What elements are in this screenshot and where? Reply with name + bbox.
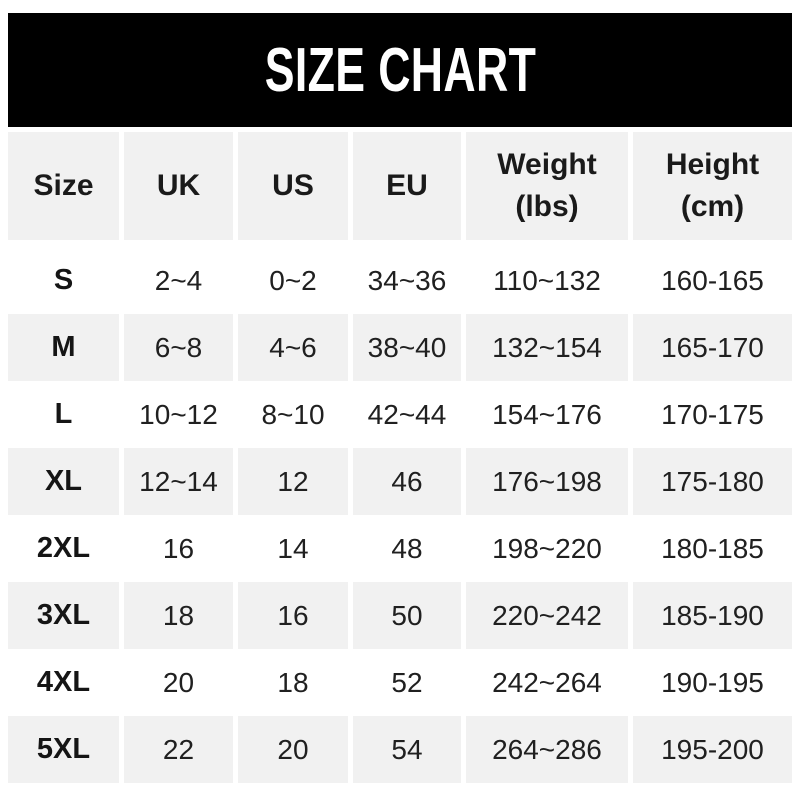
table-row-xl: XL 12~14 12 46 176~198 175-180 (8, 448, 792, 515)
column-header-label: Height (665, 148, 760, 181)
cell-size: 5XL (8, 716, 119, 783)
cell-weight: 198~220 (492, 532, 602, 564)
cell-eu: 50 (353, 582, 461, 649)
cell-uk: 16 (162, 532, 195, 564)
page-title: SIZE CHART (264, 35, 536, 105)
column-header-uk: UK (124, 132, 233, 240)
column-header-sublabel: (cm) (680, 190, 745, 223)
table-row-m: M 6~8 4~6 38~40 132~154 165-170 (8, 314, 792, 381)
cell-height: 175-180 (633, 448, 792, 515)
cell-weight: 154~176 (492, 398, 602, 430)
cell-uk: 22 (124, 716, 233, 783)
cell-us: 4~6 (238, 314, 348, 381)
cell-uk: 20 (162, 666, 195, 698)
cell-size: L (54, 398, 73, 430)
table-header-row: Size UK US EU Weight (lbs) Height (cm) (8, 132, 792, 240)
column-header-weight: Weight (lbs) (466, 132, 628, 240)
cell-uk: 18 (124, 582, 233, 649)
cell-eu: 42~44 (367, 398, 447, 430)
cell-size: 3XL (8, 582, 119, 649)
table-row-l: L 10~12 8~10 42~44 154~176 170-175 (8, 381, 792, 448)
cell-uk: 12~14 (124, 448, 233, 515)
table-row-2xl: 2XL 16 14 48 198~220 180-185 (8, 515, 792, 582)
cell-eu: 48 (391, 532, 423, 564)
cell-height: 195-200 (633, 716, 792, 783)
cell-weight: 264~286 (466, 716, 628, 783)
column-header-height: Height (cm) (633, 132, 792, 240)
cell-weight: 132~154 (466, 314, 628, 381)
cell-eu: 34~36 (367, 264, 447, 296)
cell-us: 18 (277, 666, 309, 698)
table-row-4xl: 4XL 20 18 52 242~264 190-195 (8, 649, 792, 716)
cell-us: 12 (238, 448, 348, 515)
cell-height: 180-185 (661, 532, 764, 564)
cell-height: 190-195 (661, 666, 764, 698)
cell-height: 165-170 (633, 314, 792, 381)
cell-height: 160-165 (661, 264, 764, 296)
column-header-label: EU (386, 169, 428, 202)
cell-us: 20 (238, 716, 348, 783)
cell-size: M (8, 314, 119, 381)
banner: SIZE CHART (8, 13, 792, 127)
cell-eu: 46 (353, 448, 461, 515)
cell-eu: 52 (391, 666, 423, 698)
table-row-5xl: 5XL 22 20 54 264~286 195-200 (8, 716, 792, 783)
cell-size: XL (8, 448, 119, 515)
column-header-us: US (238, 132, 348, 240)
cell-uk: 2~4 (154, 264, 203, 296)
cell-us: 16 (238, 582, 348, 649)
cell-size: 4XL (36, 666, 91, 698)
column-header-sublabel: (lbs) (515, 190, 579, 223)
column-header-eu: EU (353, 132, 461, 240)
cell-us: 8~10 (261, 398, 325, 430)
column-header-label: US (272, 169, 314, 202)
column-header-label: Weight (497, 148, 597, 181)
cell-eu: 54 (353, 716, 461, 783)
cell-size: S (53, 264, 74, 296)
table-row-3xl: 3XL 18 16 50 220~242 185-190 (8, 582, 792, 649)
column-header-label: UK (156, 169, 201, 202)
cell-weight: 110~132 (493, 264, 601, 296)
cell-eu: 38~40 (353, 314, 461, 381)
column-header-size: Size (8, 132, 119, 240)
cell-height: 170-175 (661, 398, 764, 430)
column-header-label: Size (33, 169, 94, 202)
cell-size: 2XL (36, 532, 91, 564)
cell-us: 14 (277, 532, 309, 564)
cell-weight: 220~242 (466, 582, 628, 649)
cell-uk: 6~8 (124, 314, 233, 381)
table-row-s: S 2~4 0~2 34~36 110~132 160-165 (8, 247, 792, 314)
size-chart-table: Size UK US EU Weight (lbs) Height (cm) (8, 132, 792, 783)
cell-weight: 242~264 (492, 666, 602, 698)
cell-us: 0~2 (269, 264, 317, 296)
cell-weight: 176~198 (466, 448, 628, 515)
cell-height: 185-190 (633, 582, 792, 649)
cell-uk: 10~12 (139, 398, 218, 430)
